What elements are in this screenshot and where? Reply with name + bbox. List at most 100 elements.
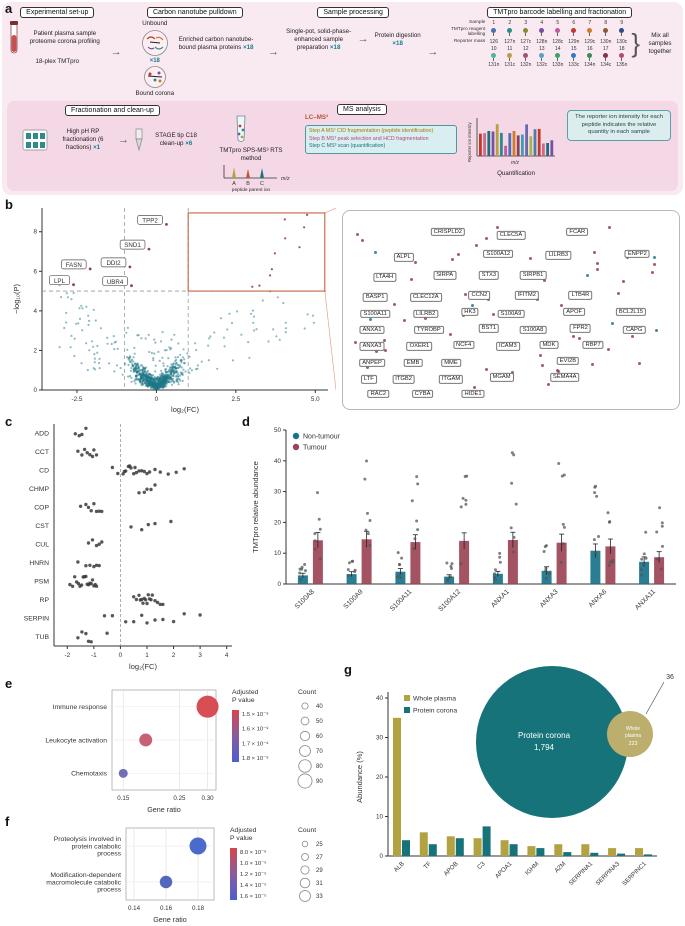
svg-text:6: 6 bbox=[33, 268, 37, 275]
x18-digest: ×18 bbox=[392, 39, 403, 47]
inset-scatter-dot bbox=[360, 239, 364, 243]
inset-gene-label: LTA4H bbox=[373, 273, 397, 282]
go-category-label: Immune response bbox=[53, 704, 108, 711]
panel-label-d: d bbox=[242, 414, 250, 429]
family-category-label: CUL bbox=[35, 542, 49, 549]
abundance-category-label: S100A9 bbox=[342, 588, 364, 610]
tmt-sample-number: 18 bbox=[619, 45, 625, 52]
tmt-pin-icon bbox=[491, 52, 497, 61]
inset-gene-label: LILRB3 bbox=[545, 251, 572, 260]
enriched-text-body: Enriched carbon nanotube-bound plasma pr… bbox=[178, 36, 254, 51]
svg-text:-2.5: -2.5 bbox=[72, 396, 83, 403]
digestion-text: Protein digestion ×18 bbox=[372, 32, 424, 48]
go-category-label: macromolecule catabolic bbox=[46, 879, 121, 886]
inset-gene-label: S100A12 bbox=[483, 249, 514, 258]
abundance-legend-label: Non-tumour bbox=[303, 434, 341, 441]
inset-scatter-dot bbox=[403, 318, 407, 322]
svg-text:TPP2: TPP2 bbox=[142, 217, 158, 224]
family-category-label: TUB bbox=[35, 634, 49, 641]
inset-scatter-dot bbox=[450, 257, 454, 261]
quantification-bars bbox=[479, 124, 554, 156]
inset-scatter-dot bbox=[596, 262, 600, 266]
tmt-content: Sample 1 2 3 4 5 6 7 8 9 TMTpro reagent labelling R… bbox=[441, 20, 678, 68]
volcano-gene-label: TPP2 bbox=[137, 215, 163, 225]
sample-processing-group: Sample processing Single-pot, solid-phas… bbox=[282, 6, 424, 51]
plasma-category-label: C3 bbox=[476, 860, 487, 871]
bound-corona-icon bbox=[143, 65, 166, 88]
tmt-sample-grid: Sample 1 2 3 4 5 6 7 8 9 TMTpro reagent labelling R… bbox=[441, 20, 629, 68]
pvalue-legend-label: 1.0 × 10⁻⁵ bbox=[240, 860, 267, 867]
inset-scatter-dot bbox=[540, 363, 544, 367]
abundance-category-label: ANXA11 bbox=[634, 588, 657, 611]
inset-gene-label: CLEC12A bbox=[409, 293, 442, 302]
stage-tip-text-body: STAGE tip C18 clean-up bbox=[155, 132, 197, 147]
inset-scatter-dot bbox=[475, 243, 479, 247]
tmt-mass-label: 131n bbox=[488, 61, 500, 68]
inset-scatter-dot bbox=[653, 255, 657, 259]
tmt-sample-number: 2 bbox=[508, 20, 512, 26]
inset-scatter-dot bbox=[542, 278, 546, 282]
fractionation-group: Fractionation and clean-up High pH RP fr… bbox=[10, 104, 215, 188]
go-category-label: Proteolysis involved in bbox=[54, 836, 121, 843]
tmt-pin-icon bbox=[619, 52, 625, 61]
svg-text:40: 40 bbox=[376, 695, 384, 702]
inset-scatter-dot bbox=[366, 366, 370, 370]
svg-text:20: 20 bbox=[376, 774, 384, 781]
svg-text:10: 10 bbox=[274, 550, 282, 557]
abundance-y-axis-label: TMTpro relative abundance bbox=[251, 461, 260, 553]
svg-text:4: 4 bbox=[33, 308, 37, 315]
inset-scatter-dot bbox=[511, 371, 515, 375]
inset-scatter-dot bbox=[559, 304, 563, 308]
go-x-axis-label: Gene ratio bbox=[153, 915, 187, 924]
go-x-axis-label: Gene ratio bbox=[147, 805, 181, 814]
svg-text:5.0: 5.0 bbox=[311, 396, 320, 403]
tmt-labelling-group: TMTpro barcode labelling and fractionati… bbox=[441, 6, 678, 68]
tmt-sample-number: 9 bbox=[620, 20, 624, 26]
arrow-right-icon: → bbox=[357, 33, 369, 46]
high-ph-text-body: High pH RP fractionation (6 fractions) bbox=[62, 128, 104, 151]
inset-scatter-dot bbox=[369, 318, 373, 322]
volcano-plot: -2.5 0 2.5 5.0 0 2 4 6 8 log₂(FC) −log₁₀(P) TPP2 SND… bbox=[10, 200, 336, 414]
abundance-category-label: S100A12 bbox=[437, 588, 462, 613]
pvalue-legend-label: 1.7 × 10⁻⁹ bbox=[242, 740, 269, 747]
ms-analysis-group: MS analysis TMTpro SPS-MS³ RTS method A … bbox=[219, 104, 675, 192]
tmt-mass-label: 129n bbox=[568, 38, 580, 45]
svg-text:0: 0 bbox=[119, 652, 123, 659]
inset-scatter-dot bbox=[539, 353, 543, 357]
svg-text:SND1: SND1 bbox=[124, 242, 141, 249]
tmt-pin-icon bbox=[523, 52, 529, 61]
go-category-label: Leukocyte activation bbox=[45, 737, 107, 744]
venn-overlap-value: 36 bbox=[666, 674, 674, 681]
svg-text:DDI2: DDI2 bbox=[106, 260, 121, 267]
ms-analysis-title: MS analysis bbox=[337, 104, 387, 115]
panel-label-f: f bbox=[5, 814, 10, 829]
inset-scatter-dot bbox=[630, 335, 634, 339]
parent-ion-label: peptide parent ion bbox=[232, 187, 271, 192]
inset-gene-label: BCL2L15 bbox=[615, 307, 647, 316]
plasma-category-label: APOA1 bbox=[494, 860, 514, 880]
abundance-category-label: ANXA1 bbox=[490, 588, 511, 609]
inset-gene-label: FPR2 bbox=[570, 324, 591, 333]
tmt-pin-icon bbox=[603, 28, 609, 37]
workflow-panel: Experimental set-up Patient plasma sampl… bbox=[2, 2, 683, 195]
svg-text:30: 30 bbox=[376, 735, 384, 742]
inset-scatter-dot bbox=[595, 267, 599, 271]
inset-scatter-dot bbox=[528, 256, 532, 260]
panel-label-b: b bbox=[5, 197, 13, 212]
svg-text:30: 30 bbox=[274, 489, 282, 496]
inset-scatter-dot bbox=[653, 263, 657, 267]
tmt-pin-icon bbox=[507, 52, 513, 61]
inset-gene-label: NCF4 bbox=[453, 340, 475, 349]
tmt-mass-label: 127n bbox=[504, 38, 516, 45]
pulldown-content: Unbound ×18 bbox=[136, 20, 255, 98]
inset-gene-label: CAPG bbox=[622, 325, 646, 335]
inset-gene-label: BST1 bbox=[478, 324, 500, 333]
svg-text:0.18: 0.18 bbox=[192, 905, 205, 912]
go-category-label: process bbox=[97, 887, 121, 894]
go-category-label: Chemotaxis bbox=[71, 771, 107, 778]
go-category-label: Modification-dependent bbox=[50, 872, 121, 879]
x1-label: ×1 bbox=[93, 143, 101, 151]
lcms-label: LC–MS³ bbox=[305, 114, 329, 121]
